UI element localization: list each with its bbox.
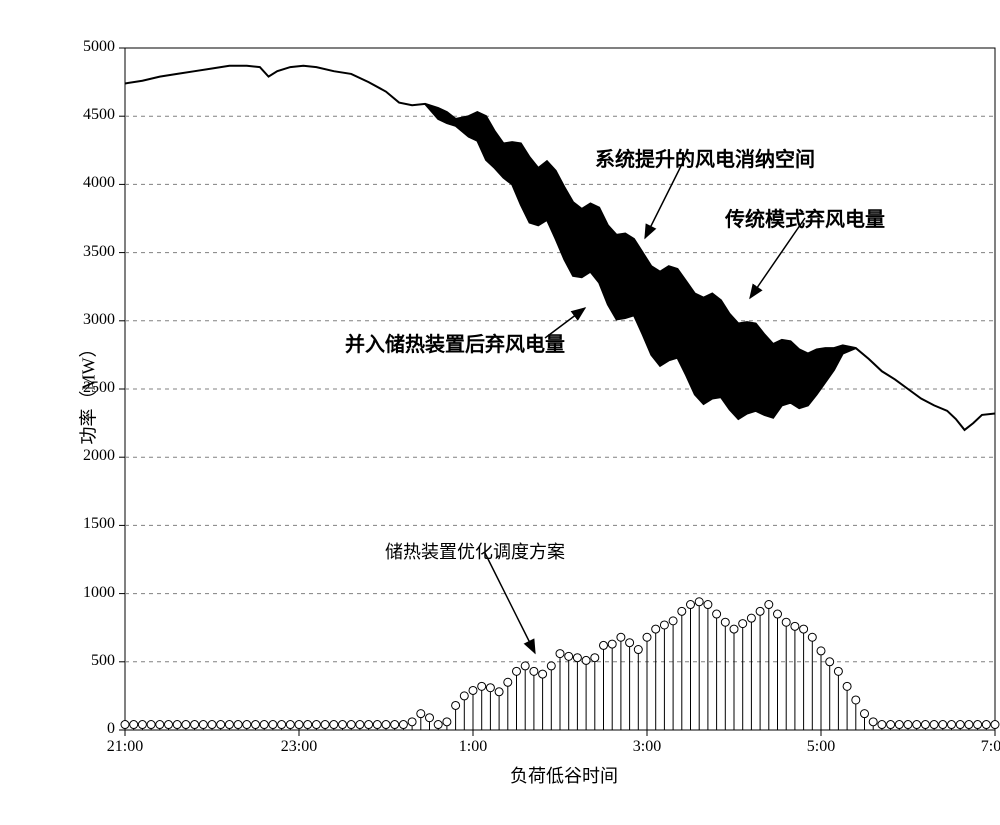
y-tick-label: 2500 — [55, 379, 115, 397]
x-tick-label: 7:00 — [981, 738, 1000, 756]
y-tick-label: 4500 — [55, 106, 115, 124]
y-tick-label: 3000 — [55, 311, 115, 329]
annotation-a2: 传统模式弃风电量 — [725, 203, 885, 232]
x-axis-label: 负荷低谷时间 — [510, 762, 618, 788]
annotation-a1: 系统提升的风电消纳空间 — [595, 143, 815, 172]
y-tick-label: 4000 — [55, 174, 115, 192]
y-tick-label: 3500 — [55, 243, 115, 261]
chart-canvas — [20, 20, 1000, 805]
y-tick-label: 2000 — [55, 447, 115, 465]
power-chart: 功率（MW） 负荷低谷时间 05001000150020002500300035… — [20, 20, 1000, 805]
x-tick-label: 1:00 — [459, 738, 487, 756]
y-tick-label: 1500 — [55, 515, 115, 533]
annotation-a3: 并入储热装置后弃风电量 — [345, 328, 565, 357]
x-tick-label: 3:00 — [633, 738, 661, 756]
y-tick-label: 1000 — [55, 584, 115, 602]
x-tick-label: 21:00 — [107, 738, 143, 756]
x-tick-label: 5:00 — [807, 738, 835, 756]
y-tick-label: 500 — [55, 652, 115, 670]
y-tick-label: 5000 — [55, 38, 115, 56]
x-tick-label: 23:00 — [281, 738, 317, 756]
annotation-a4: 储热装置优化调度方案 — [385, 538, 565, 564]
y-tick-label: 0 — [55, 720, 115, 738]
